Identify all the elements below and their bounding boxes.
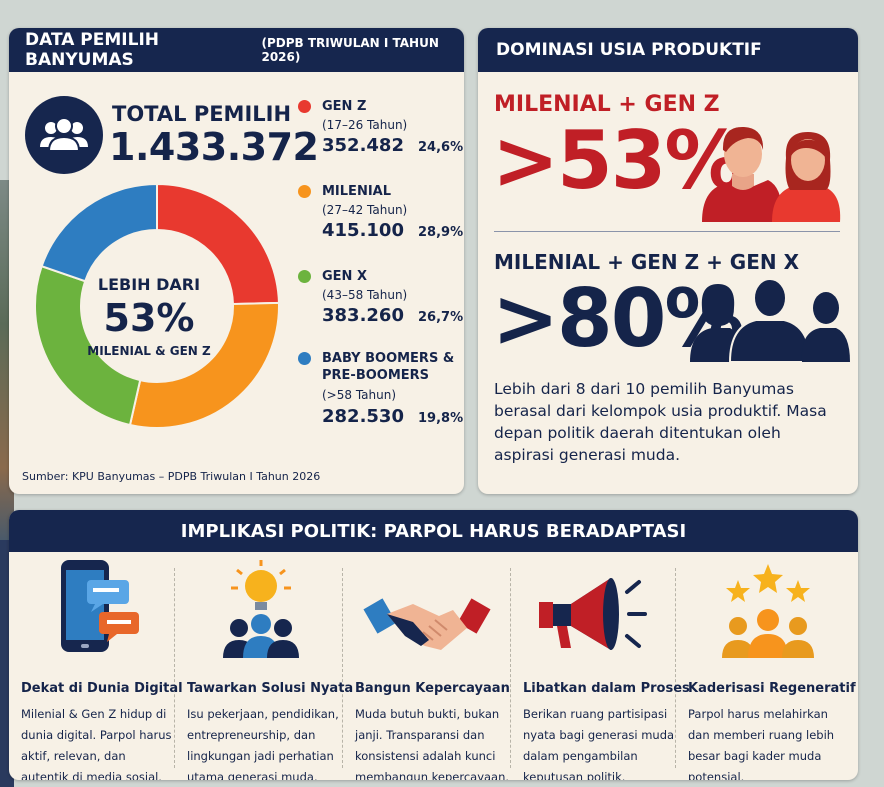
legend-item-milenial: MILENIAL (27–42 Tahun) 415.100 28,9%	[298, 183, 464, 263]
implication-item-regeneration: Kaderisasi Regeneratif Parpol harus mela…	[676, 558, 858, 780]
productive-age-header: DOMINASI USIA PRODUKTIF	[478, 28, 858, 72]
group1-label: MILENIAL + GEN Z	[494, 92, 720, 117]
legend-value: 415.100	[322, 220, 404, 241]
total-voters-label: TOTAL PEMILIH	[112, 102, 292, 126]
legend-swatch-gen-x	[298, 270, 311, 283]
legend-value: 352.482	[322, 135, 404, 156]
implications-header: IMPLIKASI POLITIK: PARPOL HARUS BERADAPT…	[9, 510, 858, 552]
productive-age-title: DOMINASI USIA PRODUKTIF	[496, 40, 762, 60]
donut-chart	[34, 182, 280, 429]
implication-item-digital: Dekat di Dunia Digital Milenial & Gen Z …	[9, 558, 183, 780]
column-divider	[675, 568, 676, 768]
total-voters-value: 1.433.372	[109, 125, 319, 169]
implication-title: Dekat di Dunia Digital	[21, 681, 183, 696]
implication-title: Bangun Kepercayaan	[355, 681, 510, 696]
legend-swatch-boomers	[298, 352, 311, 365]
implication-title: Libatkan dalam Proses	[523, 681, 690, 696]
implication-item-solutions: Tawarkan Solusi Nyata Isu pekerjaan, pen…	[175, 558, 353, 780]
implication-desc: Berikan ruang partisipasi nyata bagi gen…	[523, 707, 675, 780]
legend-range: (17–26 Tahun)	[322, 118, 408, 132]
group2-label: MILENIAL + GEN Z + GEN X	[494, 250, 799, 274]
column-divider	[342, 568, 343, 768]
legend-item-gen-z: GEN Z (17–26 Tahun) 352.482 24,6%	[298, 98, 464, 178]
legend-name: GEN Z	[322, 99, 367, 114]
implication-item-involve: Libatkan dalam Proses Berikan ruang part…	[511, 558, 690, 780]
handshake-icon	[363, 598, 491, 650]
donut-slice-gen-x	[34, 264, 142, 427]
donut-hole	[82, 231, 232, 381]
implication-item-trust: Bangun Kepercayaan Muda butuh bukti, buk…	[343, 558, 510, 780]
implication-title: Kaderisasi Regeneratif	[688, 681, 856, 696]
productive-age-description: Lebih dari 8 dari 10 pemilih Banyumas be…	[494, 380, 827, 464]
megaphone-icon	[539, 578, 647, 650]
voter-data-subtitle: (PDPB TRIWULAN I TAHUN 2026)	[261, 36, 439, 64]
voter-data-header: DATA PEMILIH BANYUMAS (PDPB TRIWULAN I T…	[9, 28, 464, 72]
smartphone-chat-icon	[61, 560, 139, 652]
legend-value: 383.260	[322, 305, 404, 326]
legend-value: 282.530	[322, 406, 404, 427]
lightbulb-people-icon	[223, 560, 299, 658]
three-people-icon	[690, 278, 850, 362]
source-note: Sumber: KPU Banyumas – PDPB Triwulan I T…	[22, 470, 321, 483]
political-implications-panel: IMPLIKASI POLITIK: PARPOL HARUS BERADAPT…	[9, 510, 858, 780]
legend-percent: 26,7%	[418, 310, 464, 325]
donut-center-caption: MILENIAL & GEN Z	[87, 344, 211, 358]
section-divider	[494, 231, 840, 232]
group1-value: >53%	[492, 114, 745, 207]
legend-range: (27–42 Tahun)	[322, 203, 408, 217]
legend-range: (>58 Tahun)	[322, 388, 397, 402]
implications-title: IMPLIKASI POLITIK: PARPOL HARUS BERADAPT…	[180, 520, 687, 542]
implication-desc: Parpol harus melahirkan dan memberi ruan…	[688, 707, 835, 780]
implication-title: Tawarkan Solusi Nyata	[187, 681, 354, 696]
legend-percent: 28,9%	[418, 225, 464, 240]
productive-age-panel: DOMINASI USIA PRODUKTIF MILENIAL + GEN Z…	[478, 28, 858, 494]
donut-center-label: LEBIH DARI	[97, 275, 201, 294]
young-couple-icon	[702, 126, 841, 222]
legend-name: MILENIAL	[322, 184, 391, 199]
legend-percent: 24,6%	[418, 140, 464, 155]
implication-desc: Isu pekerjaan, pendidikan, entrepreneurs…	[187, 707, 339, 780]
legend-item-boomers: BABY BOOMERS & PRE-BOOMERS (>58 Tahun) 2…	[298, 350, 464, 460]
legend-name: GEN X	[322, 269, 367, 284]
implication-desc: Muda butuh bukti, bukan janji. Transpara…	[355, 707, 510, 780]
donut-center-value: 53%	[103, 296, 195, 340]
legend-item-gen-x: GEN X (43–58 Tahun) 383.260 26,7%	[298, 268, 464, 348]
column-divider	[174, 568, 175, 768]
donut-slice-milenial	[128, 301, 280, 429]
legend-swatch-milenial	[298, 185, 311, 198]
people-group-icon	[25, 96, 103, 174]
voter-data-title: DATA PEMILIH BANYUMAS	[25, 30, 159, 70]
legend-swatch-gen-z	[298, 100, 311, 113]
donut-slice-boomers	[40, 182, 158, 283]
implication-desc: Milenial & Gen Z hidup di dunia digital.…	[21, 707, 172, 780]
legend-range: (43–58 Tahun)	[322, 288, 408, 302]
stars-people-icon	[722, 564, 814, 658]
legend-name: BABY BOOMERS & PRE-BOOMERS	[322, 351, 455, 383]
legend-percent: 19,8%	[418, 411, 464, 426]
column-divider	[510, 568, 511, 768]
voter-data-panel: DATA PEMILIH BANYUMAS (PDPB TRIWULAN I T…	[9, 28, 464, 494]
